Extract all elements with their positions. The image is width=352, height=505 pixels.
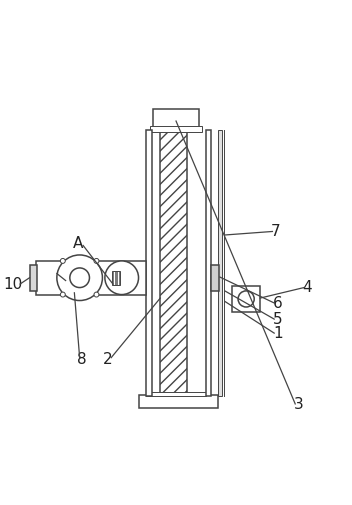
Circle shape (70, 268, 89, 287)
Bar (146, 392, 206, 396)
Circle shape (60, 259, 65, 264)
Bar (153, 109, 199, 128)
Text: 1: 1 (273, 326, 283, 341)
Bar (139, 395, 218, 409)
Circle shape (60, 292, 65, 297)
Text: 10: 10 (4, 277, 23, 291)
Text: 9: 9 (49, 266, 58, 281)
Circle shape (105, 261, 139, 294)
Text: 7: 7 (271, 224, 281, 239)
Text: 8: 8 (77, 352, 86, 367)
Text: 3: 3 (294, 397, 304, 413)
Text: 5: 5 (273, 312, 283, 327)
Bar (36, 261, 146, 294)
Bar (30, 265, 37, 291)
Bar (232, 286, 260, 312)
Bar (150, 126, 202, 132)
Bar (218, 130, 222, 396)
Text: A: A (73, 236, 83, 251)
Circle shape (94, 259, 99, 264)
Text: 6: 6 (273, 296, 283, 311)
Text: 2: 2 (103, 352, 113, 367)
Bar (206, 130, 211, 396)
Bar (160, 130, 187, 396)
Bar (146, 130, 151, 396)
Bar (211, 265, 219, 291)
Text: 4: 4 (303, 280, 312, 295)
Bar (112, 271, 120, 285)
Circle shape (57, 255, 102, 300)
Circle shape (238, 291, 254, 307)
Circle shape (94, 292, 99, 297)
